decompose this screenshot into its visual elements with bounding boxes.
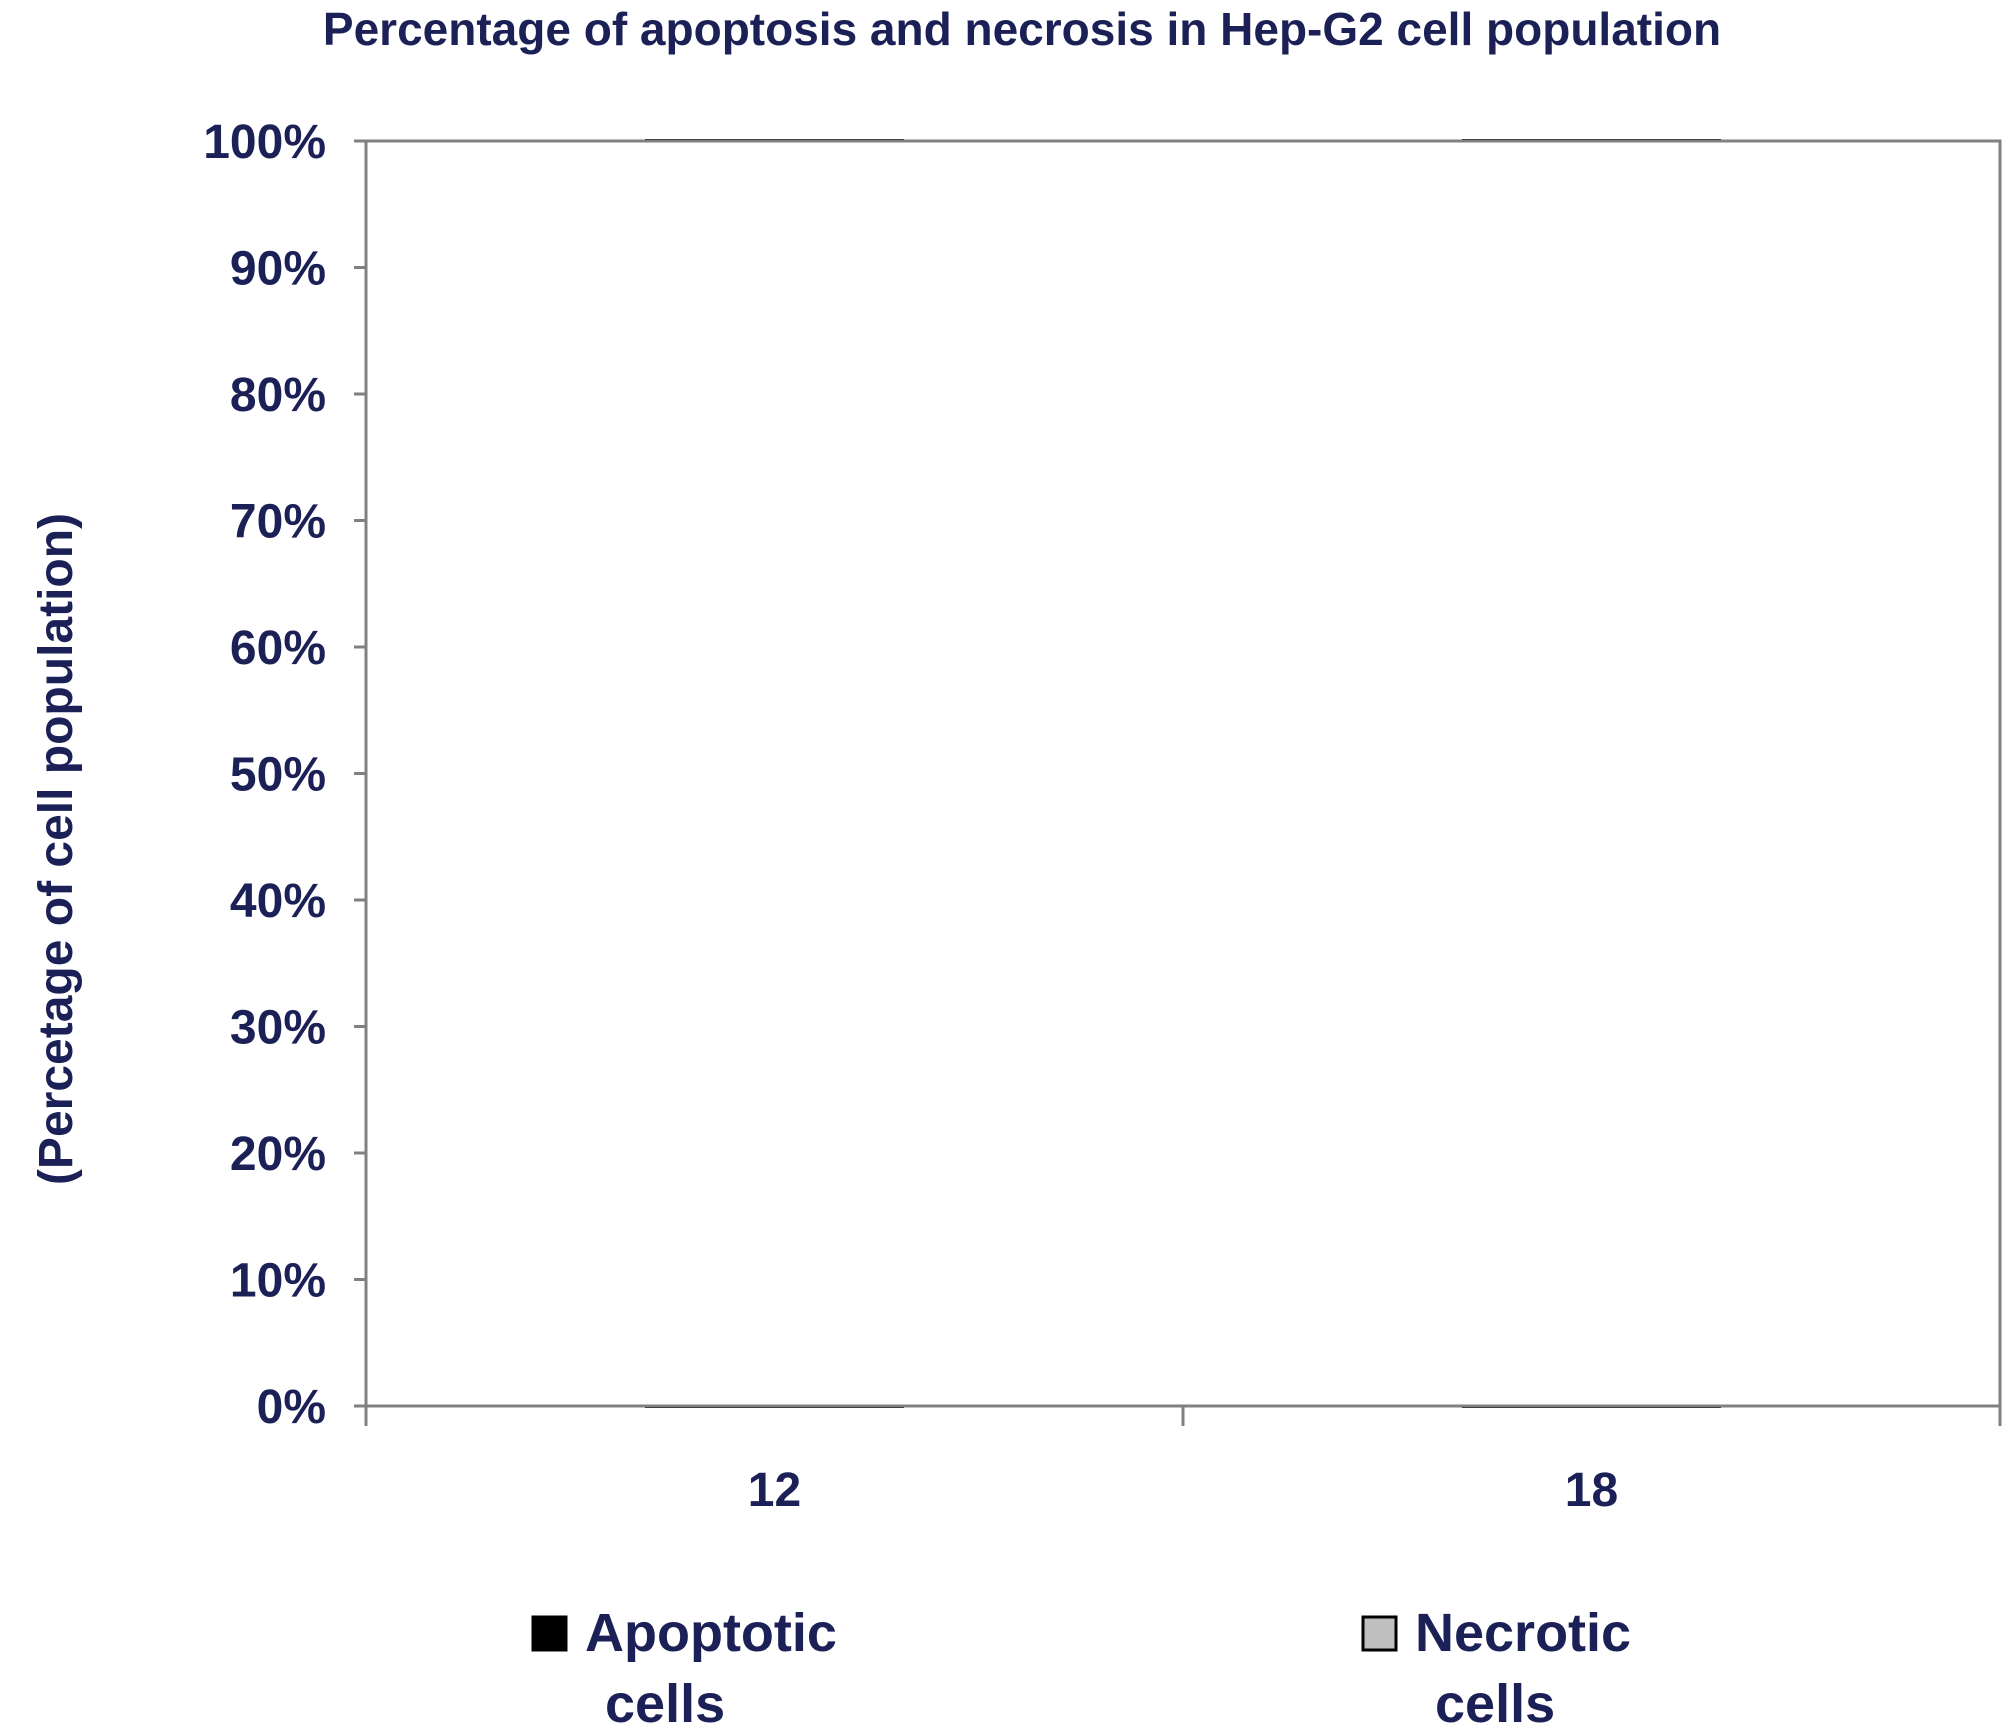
y-axis-label: (Percetage of cell population) bbox=[30, 513, 83, 1185]
y-tick-label: 100% bbox=[203, 116, 326, 169]
y-tick-label: 10% bbox=[230, 1255, 326, 1308]
axes bbox=[354, 139, 2002, 1426]
tick-labels: 0% 10% 20% 30% 40% 50% 60% 70% 80% 90% 100% 12 18 bbox=[203, 116, 1618, 1517]
y-tick-label: 50% bbox=[230, 749, 326, 802]
plot-area bbox=[364, 139, 2002, 1408]
y-tick-label: 70% bbox=[230, 496, 326, 549]
y-tick-label: 40% bbox=[230, 875, 326, 928]
y-tick-label: 30% bbox=[230, 1002, 326, 1055]
legend-label: Necrotic bbox=[1415, 1603, 1631, 1663]
y-tick-label: 60% bbox=[230, 622, 326, 675]
x-tick-label: 12 bbox=[748, 1464, 801, 1517]
y-tick-label: 0% bbox=[257, 1381, 326, 1434]
x-tick-label: 18 bbox=[1565, 1464, 1618, 1517]
chart-title: Percentage of apoptosis and necrosis in … bbox=[323, 3, 1721, 55]
y-tick-label: 90% bbox=[230, 243, 326, 296]
legend-swatch bbox=[531, 1615, 568, 1652]
y-tick-label: 80% bbox=[230, 369, 326, 422]
legend: Apoptotic cells Necrotic cells bbox=[531, 1603, 1631, 1733]
legend-swatch bbox=[1361, 1615, 1398, 1652]
legend-label: Apoptotic bbox=[585, 1603, 837, 1663]
legend-label: cells bbox=[1435, 1674, 1555, 1728]
legend-label: cells bbox=[605, 1674, 725, 1728]
y-tick-label: 20% bbox=[230, 1128, 326, 1181]
